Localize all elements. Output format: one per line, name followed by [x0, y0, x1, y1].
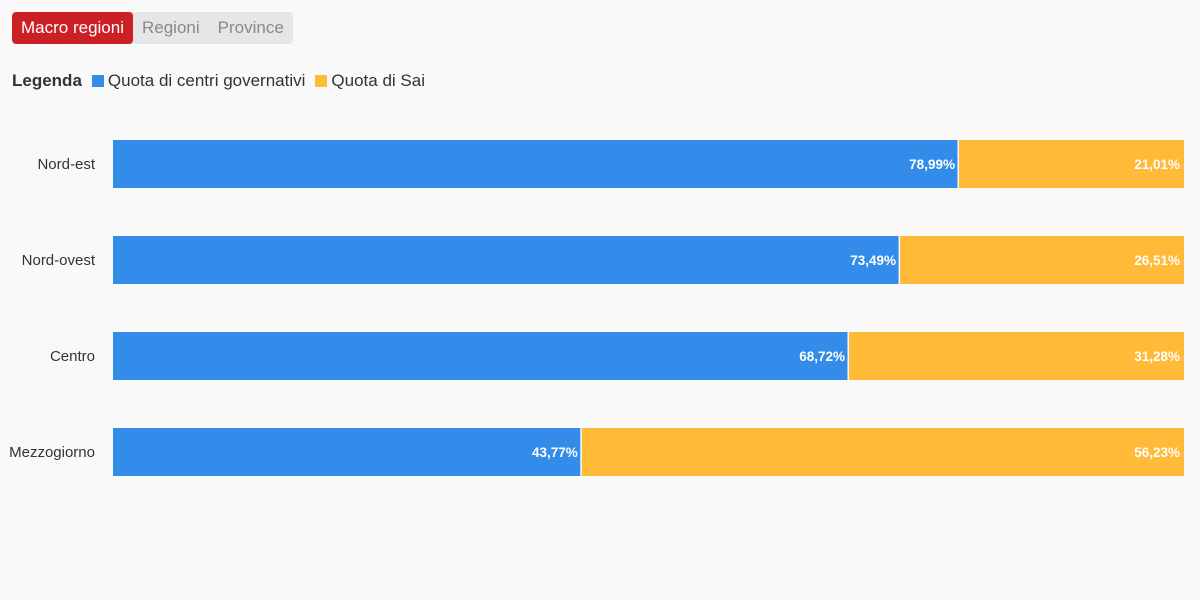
legend-item-sai[interactable]: Quota di Sai — [315, 71, 425, 91]
legend-label-sai: Quota di Sai — [331, 71, 425, 90]
value-label: 21,01% — [1134, 157, 1180, 172]
region-level-tabs: Macro regioni Regioni Province — [12, 12, 293, 44]
category-label: Nord-est — [37, 156, 95, 173]
value-label: 26,51% — [1134, 253, 1180, 268]
legend-title: Legenda — [12, 71, 82, 90]
bar-segment[interactable] — [113, 428, 581, 476]
category-label: Mezzogiorno — [9, 444, 95, 461]
bar-segment[interactable] — [900, 236, 1184, 284]
category-label: Centro — [50, 348, 95, 365]
value-label: 31,28% — [1134, 349, 1180, 364]
value-label: 73,49% — [850, 253, 896, 268]
value-label: 68,72% — [799, 349, 845, 364]
tab-province[interactable]: Province — [217, 18, 284, 37]
value-label: 78,99% — [909, 157, 955, 172]
legend: Legenda Quota di centri governativi Quot… — [12, 69, 435, 93]
legend-swatch-sai — [315, 75, 328, 87]
legend-swatch-centri-governativi — [91, 75, 104, 87]
bar-segment[interactable] — [848, 332, 1184, 380]
tab-regioni[interactable]: Regioni — [142, 18, 200, 37]
category-label: Nord-ovest — [22, 252, 96, 269]
bar-segment[interactable] — [581, 428, 1184, 476]
bar-segment[interactable] — [113, 332, 848, 380]
tab-macro-regioni[interactable]: Macro regioni — [12, 12, 133, 44]
value-label: 56,23% — [1134, 445, 1180, 460]
bar-segment[interactable] — [113, 140, 958, 188]
bar-segment[interactable] — [113, 236, 899, 284]
value-label: 43,77% — [532, 445, 578, 460]
legend-item-centri-governativi[interactable]: Quota di centri governativi — [91, 71, 306, 91]
legend-label-centri-governativi: Quota di centri governativi — [107, 71, 306, 90]
bar-segment[interactable] — [958, 140, 1184, 188]
